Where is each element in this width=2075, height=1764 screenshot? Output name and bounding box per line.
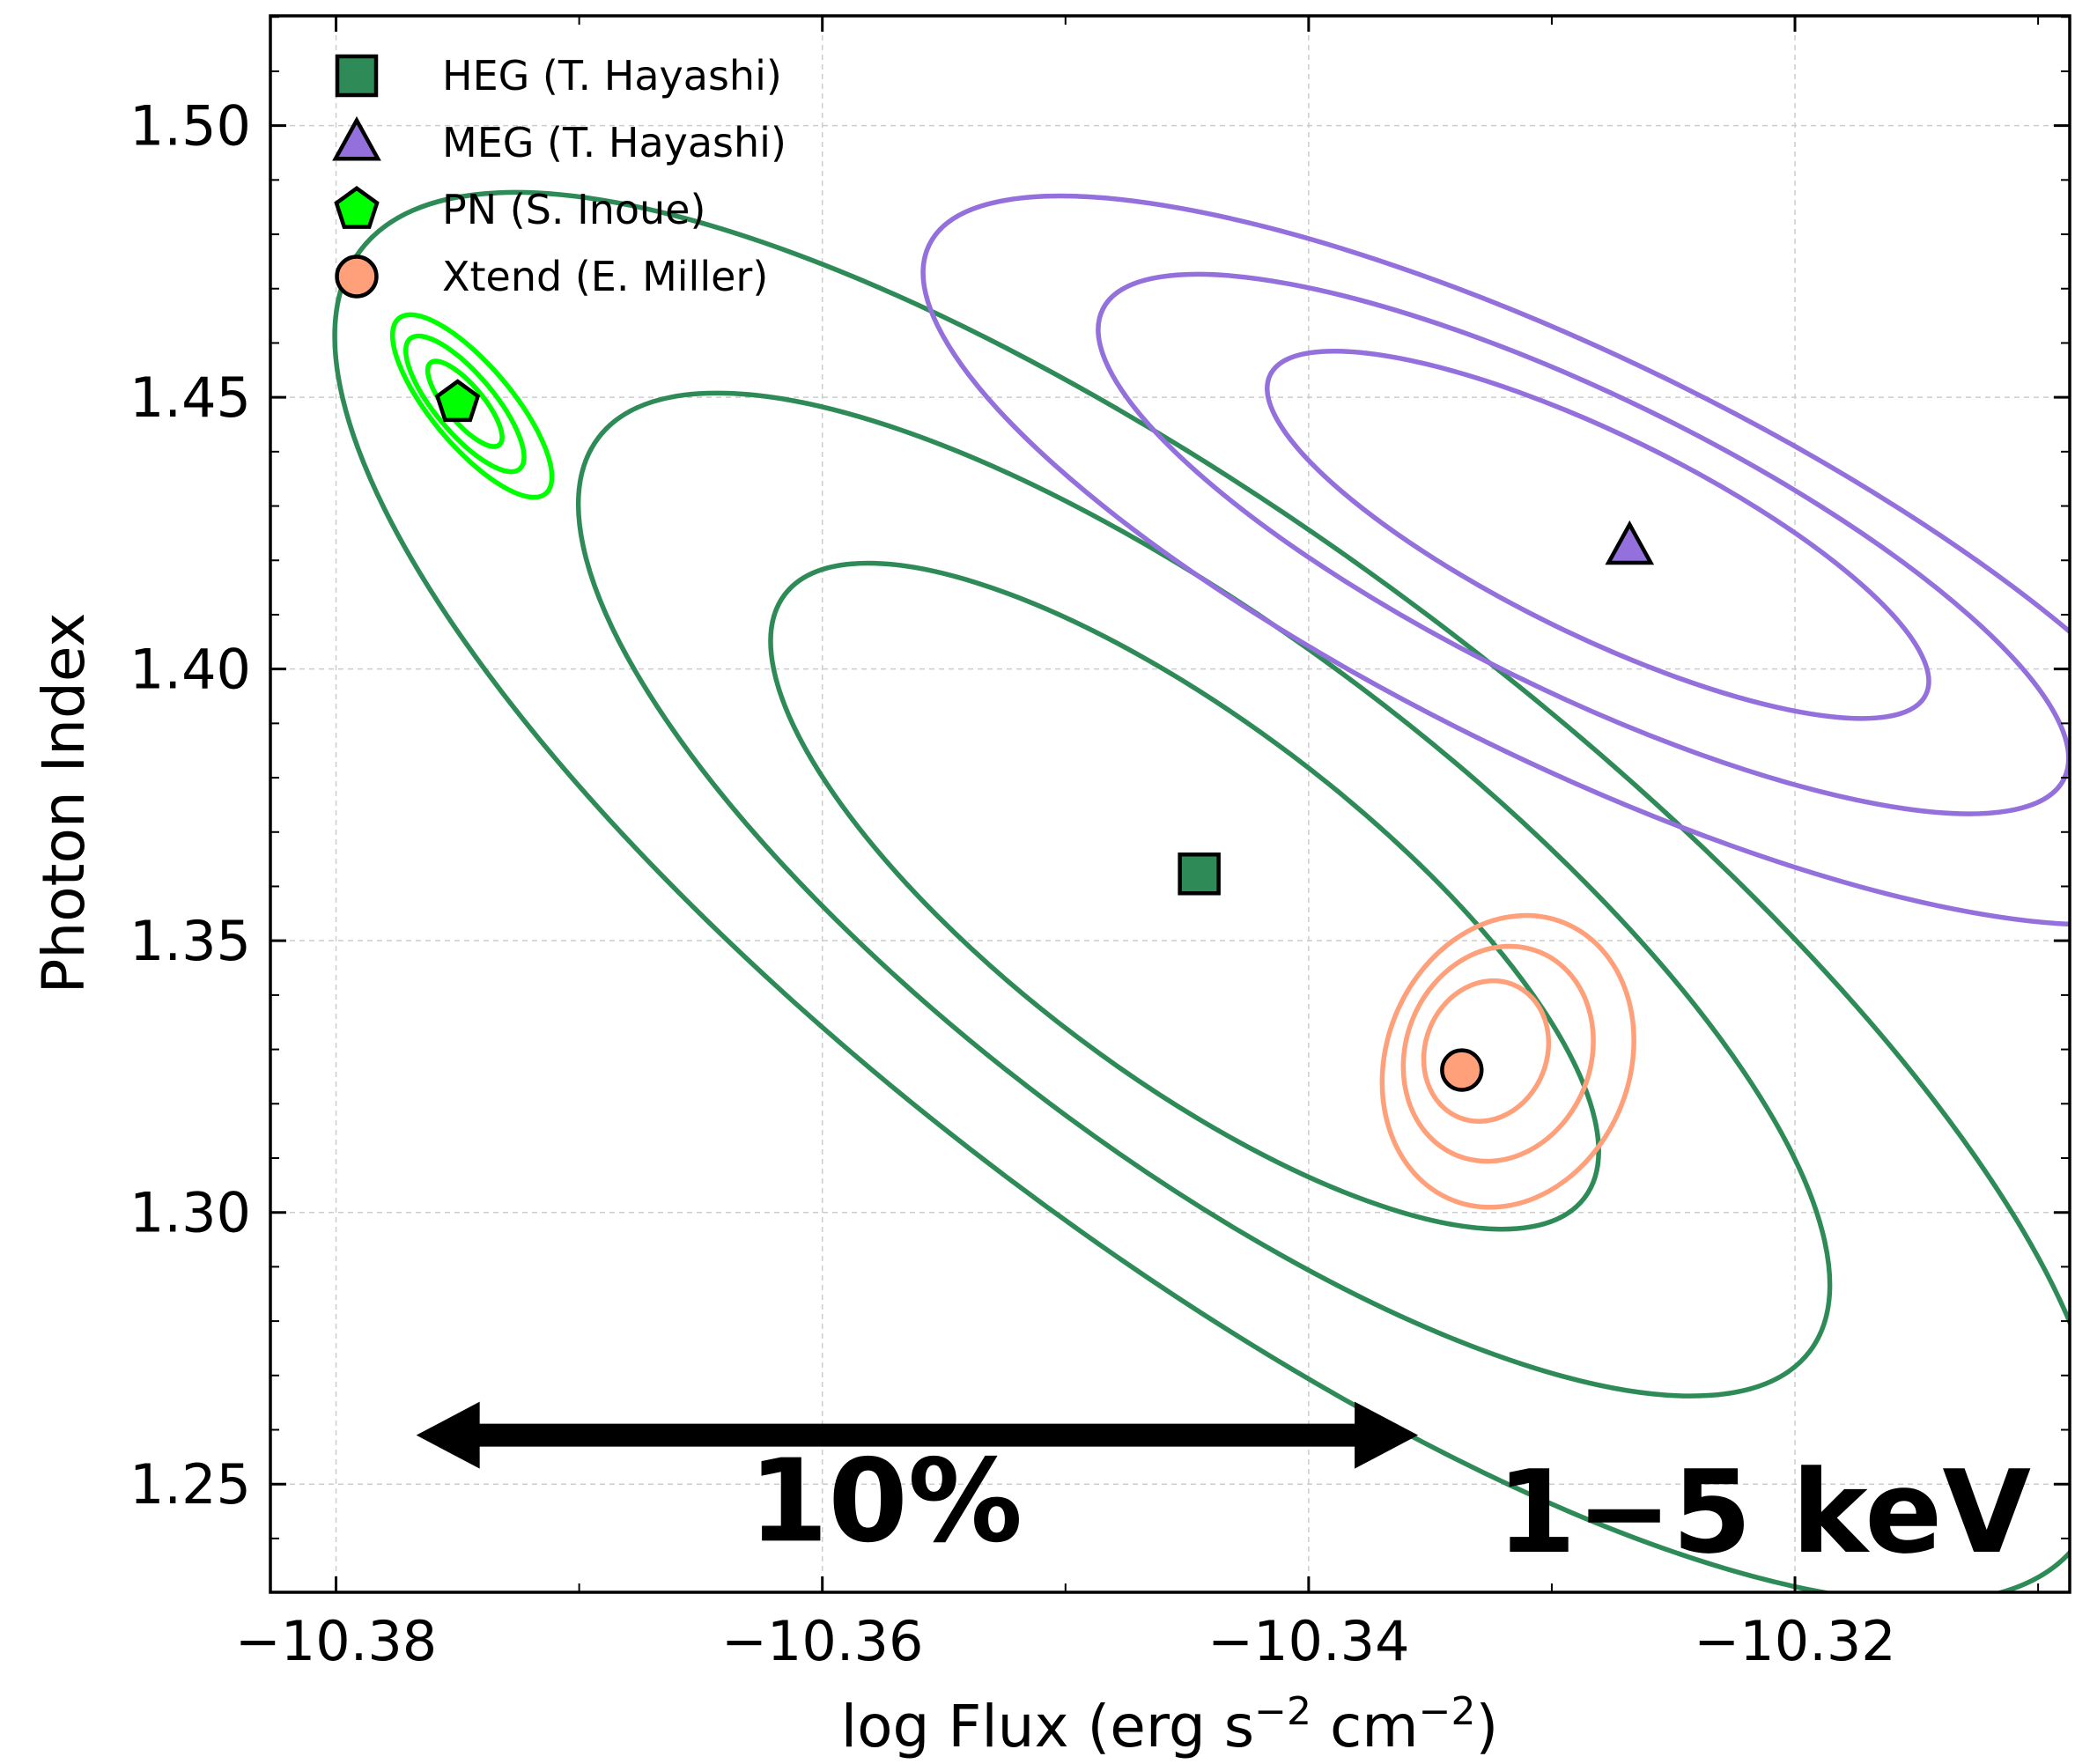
contour-square [768, 560, 1601, 1232]
y-tick-label: 1.25 [129, 1452, 251, 1517]
arrow-head-left [416, 1401, 480, 1469]
arrow-label: 10% [749, 1434, 1023, 1568]
contour-square [575, 390, 1833, 1399]
marker-circle [1440, 1048, 1484, 1092]
flux-arrow [416, 1401, 1419, 1469]
contour-circle [1421, 978, 1552, 1125]
marker-square [1178, 852, 1221, 896]
y-tick-label: 1.45 [129, 365, 251, 430]
legend-marker-square [335, 54, 379, 98]
legend-marker-triangle [332, 116, 381, 161]
plot-frame [269, 14, 2071, 1594]
legend-marker-pentagon [334, 186, 380, 229]
legend-label: Xtend (E. Miller) [442, 253, 768, 300]
y-tick-label: 1.35 [129, 909, 251, 973]
contour-pentagon [389, 312, 555, 500]
marker-triangle [1605, 520, 1655, 565]
contour-triangle [1265, 348, 1931, 721]
legend-label: MEG (T. Hayashi) [442, 119, 786, 166]
contour-triangle [920, 193, 2070, 927]
x-tick-label: −10.36 [721, 1609, 923, 1673]
marker-pentagon [434, 379, 481, 423]
legend-marker-circle [335, 255, 379, 299]
x-axis-title: log Flux (erg s−2 cm−2) [841, 1689, 1498, 1761]
data-markers [434, 379, 1655, 1092]
x-tick-label: −10.38 [235, 1609, 437, 1673]
contour-square [332, 189, 2070, 1592]
contour-pentagon [402, 333, 527, 475]
tick-labels: −10.38 −10.36 −10.34 −10.32 1.25 1.30 1.35 1.40… [129, 94, 1896, 1673]
y-tick-label: 1.50 [129, 94, 251, 159]
contour-circle [1400, 943, 1596, 1164]
x-tick-label: −10.34 [1207, 1609, 1409, 1673]
y-tick-label: 1.30 [129, 1181, 251, 1245]
energy-band-label: 1−5 keV [1496, 1445, 2031, 1579]
y-axis-title: Photon Index [30, 613, 98, 994]
arrow-head-right [1355, 1401, 1419, 1469]
legend-label: HEG (T. Hayashi) [442, 52, 782, 100]
contour-circle [1379, 912, 1636, 1210]
legend: HEG (T. Hayashi) MEG (T. Hayashi) PN (S. I… [332, 52, 786, 300]
legend-label: PN (S. Inoue) [442, 186, 705, 233]
x-tick-label: −10.32 [1694, 1609, 1895, 1673]
y-tick-label: 1.40 [129, 638, 251, 702]
